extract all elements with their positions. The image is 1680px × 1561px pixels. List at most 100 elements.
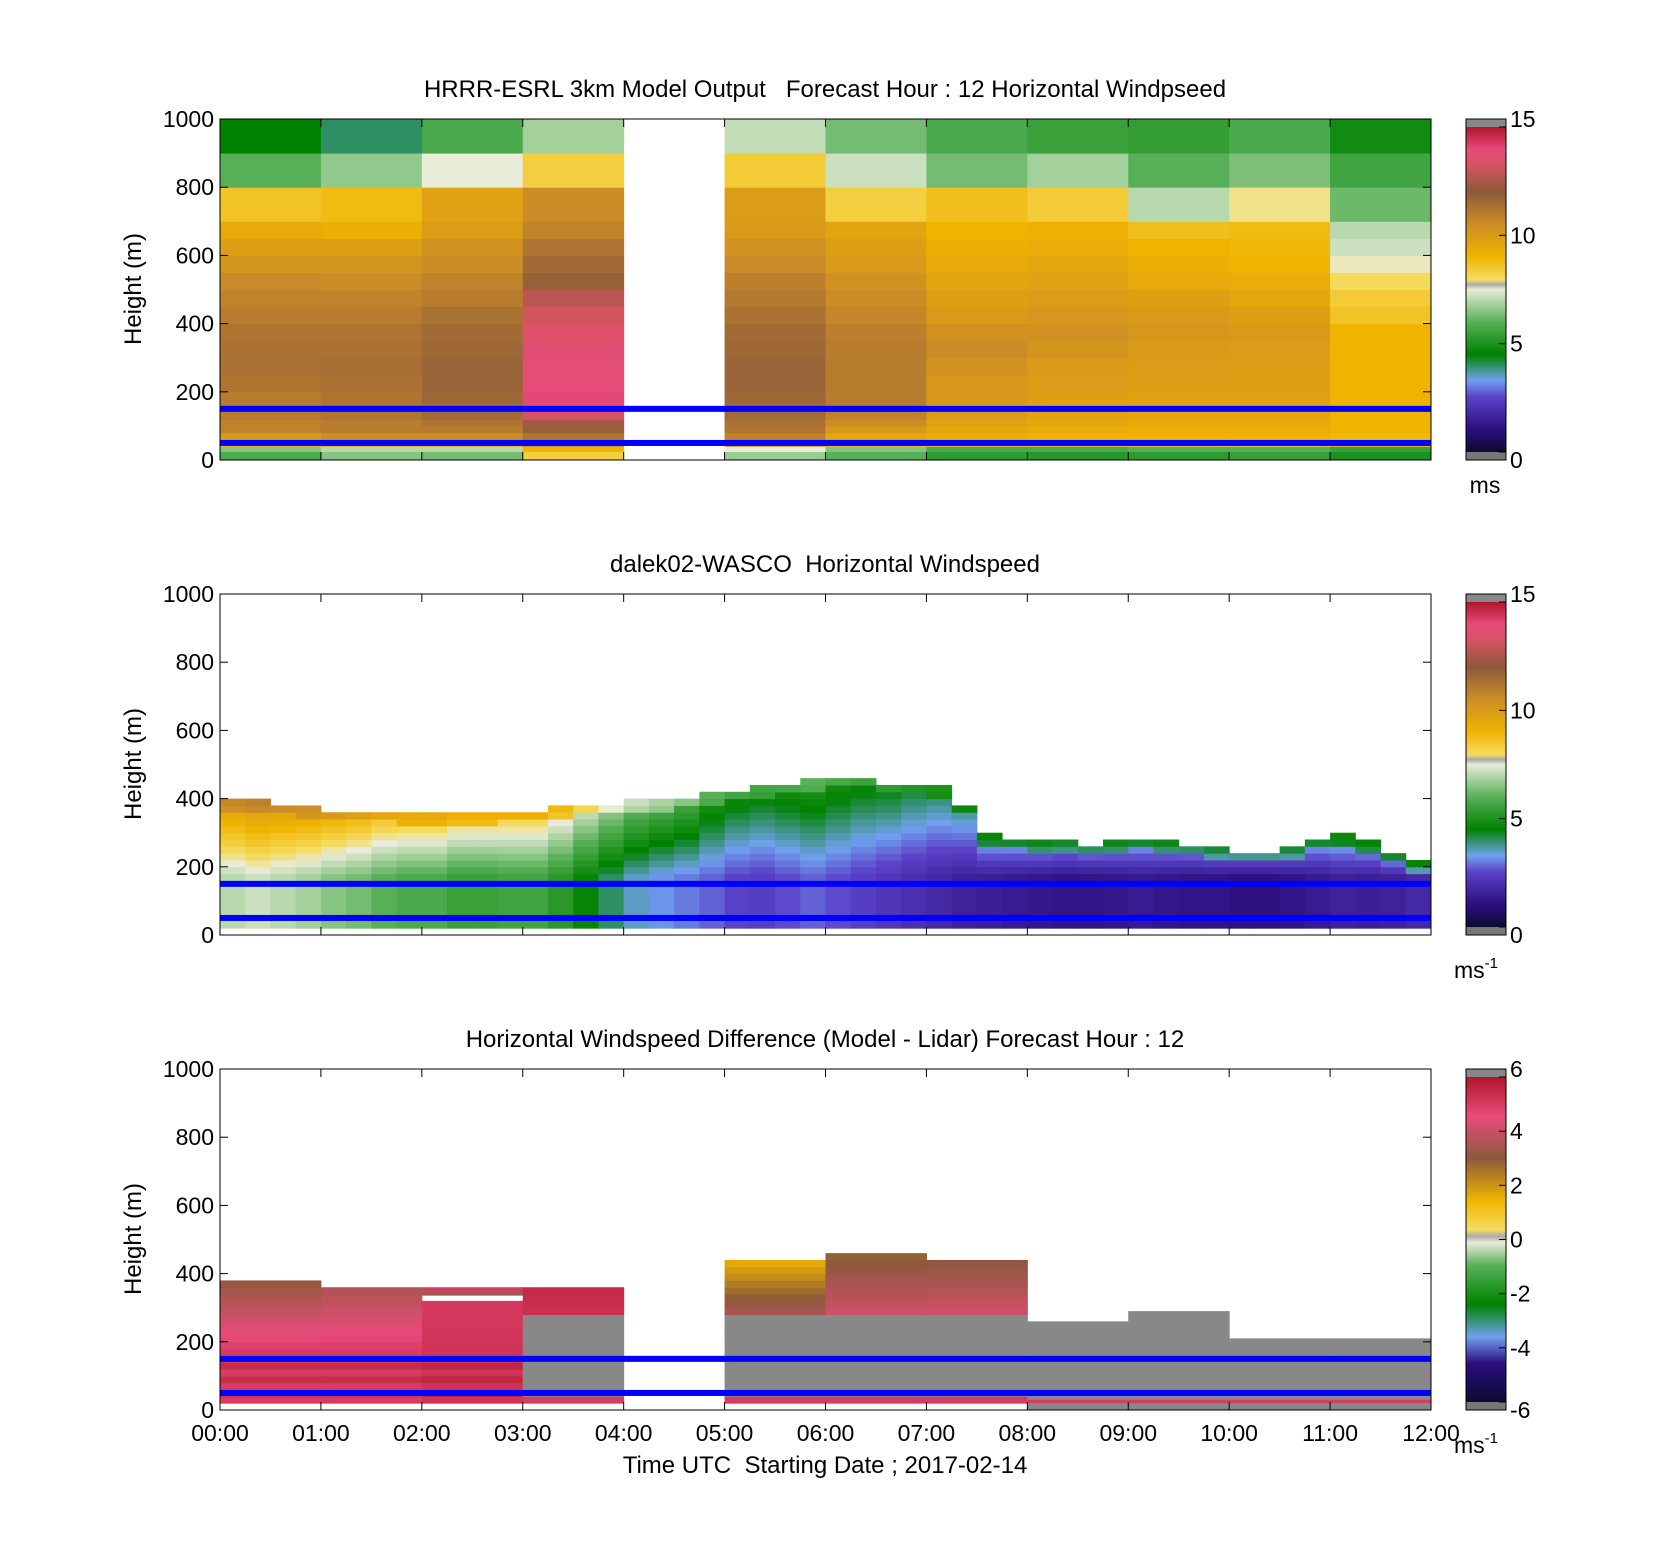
heatmap-cell xyxy=(1128,853,1154,861)
heatmap-cell xyxy=(220,1375,322,1384)
colorbar-tick-label: -4 xyxy=(1510,1335,1531,1361)
heatmap-cell xyxy=(1380,866,1407,875)
heatmap-cell xyxy=(875,832,902,841)
heatmap-cell xyxy=(901,894,927,902)
heatmap-cell xyxy=(926,784,953,793)
heatmap-cell xyxy=(800,812,826,820)
heatmap-cell xyxy=(1279,873,1306,881)
heatmap-cell xyxy=(648,887,675,895)
heatmap-cell xyxy=(724,832,751,841)
heatmap-cell xyxy=(825,894,852,902)
heatmap-cell xyxy=(1052,839,1079,847)
heatmap-cell xyxy=(320,238,423,256)
heatmap-cell xyxy=(1128,391,1230,403)
heatmap-cell xyxy=(421,432,524,441)
heatmap-cell xyxy=(1355,839,1382,847)
heatmap-cell xyxy=(825,1341,927,1350)
heatmap-cell xyxy=(926,323,1028,342)
heatmap-cell xyxy=(421,839,448,847)
heatmap-cell xyxy=(472,866,499,875)
heatmap-cell xyxy=(522,374,625,393)
heatmap-cell xyxy=(875,791,902,800)
heatmap-cell xyxy=(1128,119,1230,154)
panel-model-colorbar-low-cap xyxy=(1466,452,1506,460)
y-tick-label: 200 xyxy=(176,379,214,405)
panel-difference-y-ticks: 0 200 400 600 800 1000 xyxy=(163,1056,1431,1423)
y-tick-label: 200 xyxy=(176,854,214,880)
colorbar-tick-label: 10 xyxy=(1510,697,1536,723)
heatmap-cell xyxy=(220,1362,322,1370)
heatmap-cell xyxy=(346,894,372,902)
heatmap-cell xyxy=(1178,887,1205,895)
heatmap-cell xyxy=(623,812,650,820)
heatmap-cell xyxy=(573,825,599,834)
heatmap-cell xyxy=(1153,873,1180,881)
heatmap-cell xyxy=(724,887,751,895)
heatmap-cell xyxy=(220,812,246,820)
heatmap-cell xyxy=(1103,853,1129,861)
heatmap-cell xyxy=(371,819,398,827)
heatmap-cell xyxy=(1153,866,1180,875)
heatmap-cell xyxy=(648,907,675,916)
heatmap-cell xyxy=(547,832,574,841)
heatmap-cell xyxy=(371,825,398,834)
heatmap-cell xyxy=(1128,289,1230,308)
y-tick-label: 400 xyxy=(176,786,214,812)
heatmap-cell xyxy=(320,866,347,875)
heatmap-cell xyxy=(825,451,927,460)
heatmap-cell xyxy=(295,853,322,861)
heatmap-cell xyxy=(421,306,524,325)
heatmap-cell xyxy=(699,846,726,854)
heatmap-cell xyxy=(421,1362,524,1370)
heatmap-cell xyxy=(270,839,297,847)
heatmap-cell xyxy=(1355,907,1382,916)
heatmap-cell xyxy=(320,894,347,902)
heatmap-cell xyxy=(926,1375,1028,1384)
heatmap-cell xyxy=(926,1321,1028,1329)
heatmap-cell xyxy=(1178,846,1205,854)
heatmap-cell xyxy=(623,866,650,875)
heatmap-cell xyxy=(421,907,448,916)
heatmap-cell xyxy=(396,894,423,902)
heatmap-cell xyxy=(270,873,297,881)
heatmap-cell xyxy=(951,894,978,902)
heatmap-cell xyxy=(295,859,322,868)
heatmap-cell xyxy=(1229,272,1331,290)
colorbar-tick-label: -2 xyxy=(1510,1281,1530,1307)
heatmap-cell xyxy=(951,873,978,881)
heatmap-cell xyxy=(421,357,524,376)
heatmap-cell xyxy=(926,306,1028,325)
heatmap-cell xyxy=(1304,853,1331,861)
heatmap-cell xyxy=(926,153,1028,188)
heatmap-cell xyxy=(1304,839,1331,847)
heatmap-cell xyxy=(1128,1399,1230,1404)
heatmap-cell xyxy=(926,187,1028,222)
x-tick-label: 10:00 xyxy=(1200,1420,1258,1446)
heatmap-cell xyxy=(1103,907,1129,916)
y-tick-label: 800 xyxy=(176,174,214,200)
heatmap-cell xyxy=(522,1294,625,1302)
heatmap-cell xyxy=(220,289,322,308)
heatmap-cell xyxy=(648,839,675,847)
heatmap-cell xyxy=(295,839,322,847)
heatmap-cell xyxy=(421,1290,524,1296)
panel-lidar-cells xyxy=(220,778,1431,929)
heatmap-cell xyxy=(1178,894,1205,902)
heatmap-cell xyxy=(1077,846,1104,854)
heatmap-cell xyxy=(724,1266,826,1275)
heatmap-cell xyxy=(320,1382,423,1391)
heatmap-cell xyxy=(825,187,927,222)
heatmap-cell xyxy=(901,907,927,916)
heatmap-cell xyxy=(573,839,599,847)
heatmap-cell xyxy=(371,900,398,909)
heatmap-cell xyxy=(825,778,852,786)
heatmap-cell xyxy=(699,873,726,881)
x-tick-label: 07:00 xyxy=(898,1420,956,1446)
heatmap-cell xyxy=(472,846,499,854)
heatmap-cell xyxy=(1027,187,1129,222)
heatmap-cell xyxy=(1128,153,1230,188)
heatmap-cell xyxy=(1380,894,1407,902)
reference-line xyxy=(220,880,1431,887)
heatmap-cell xyxy=(421,255,524,273)
